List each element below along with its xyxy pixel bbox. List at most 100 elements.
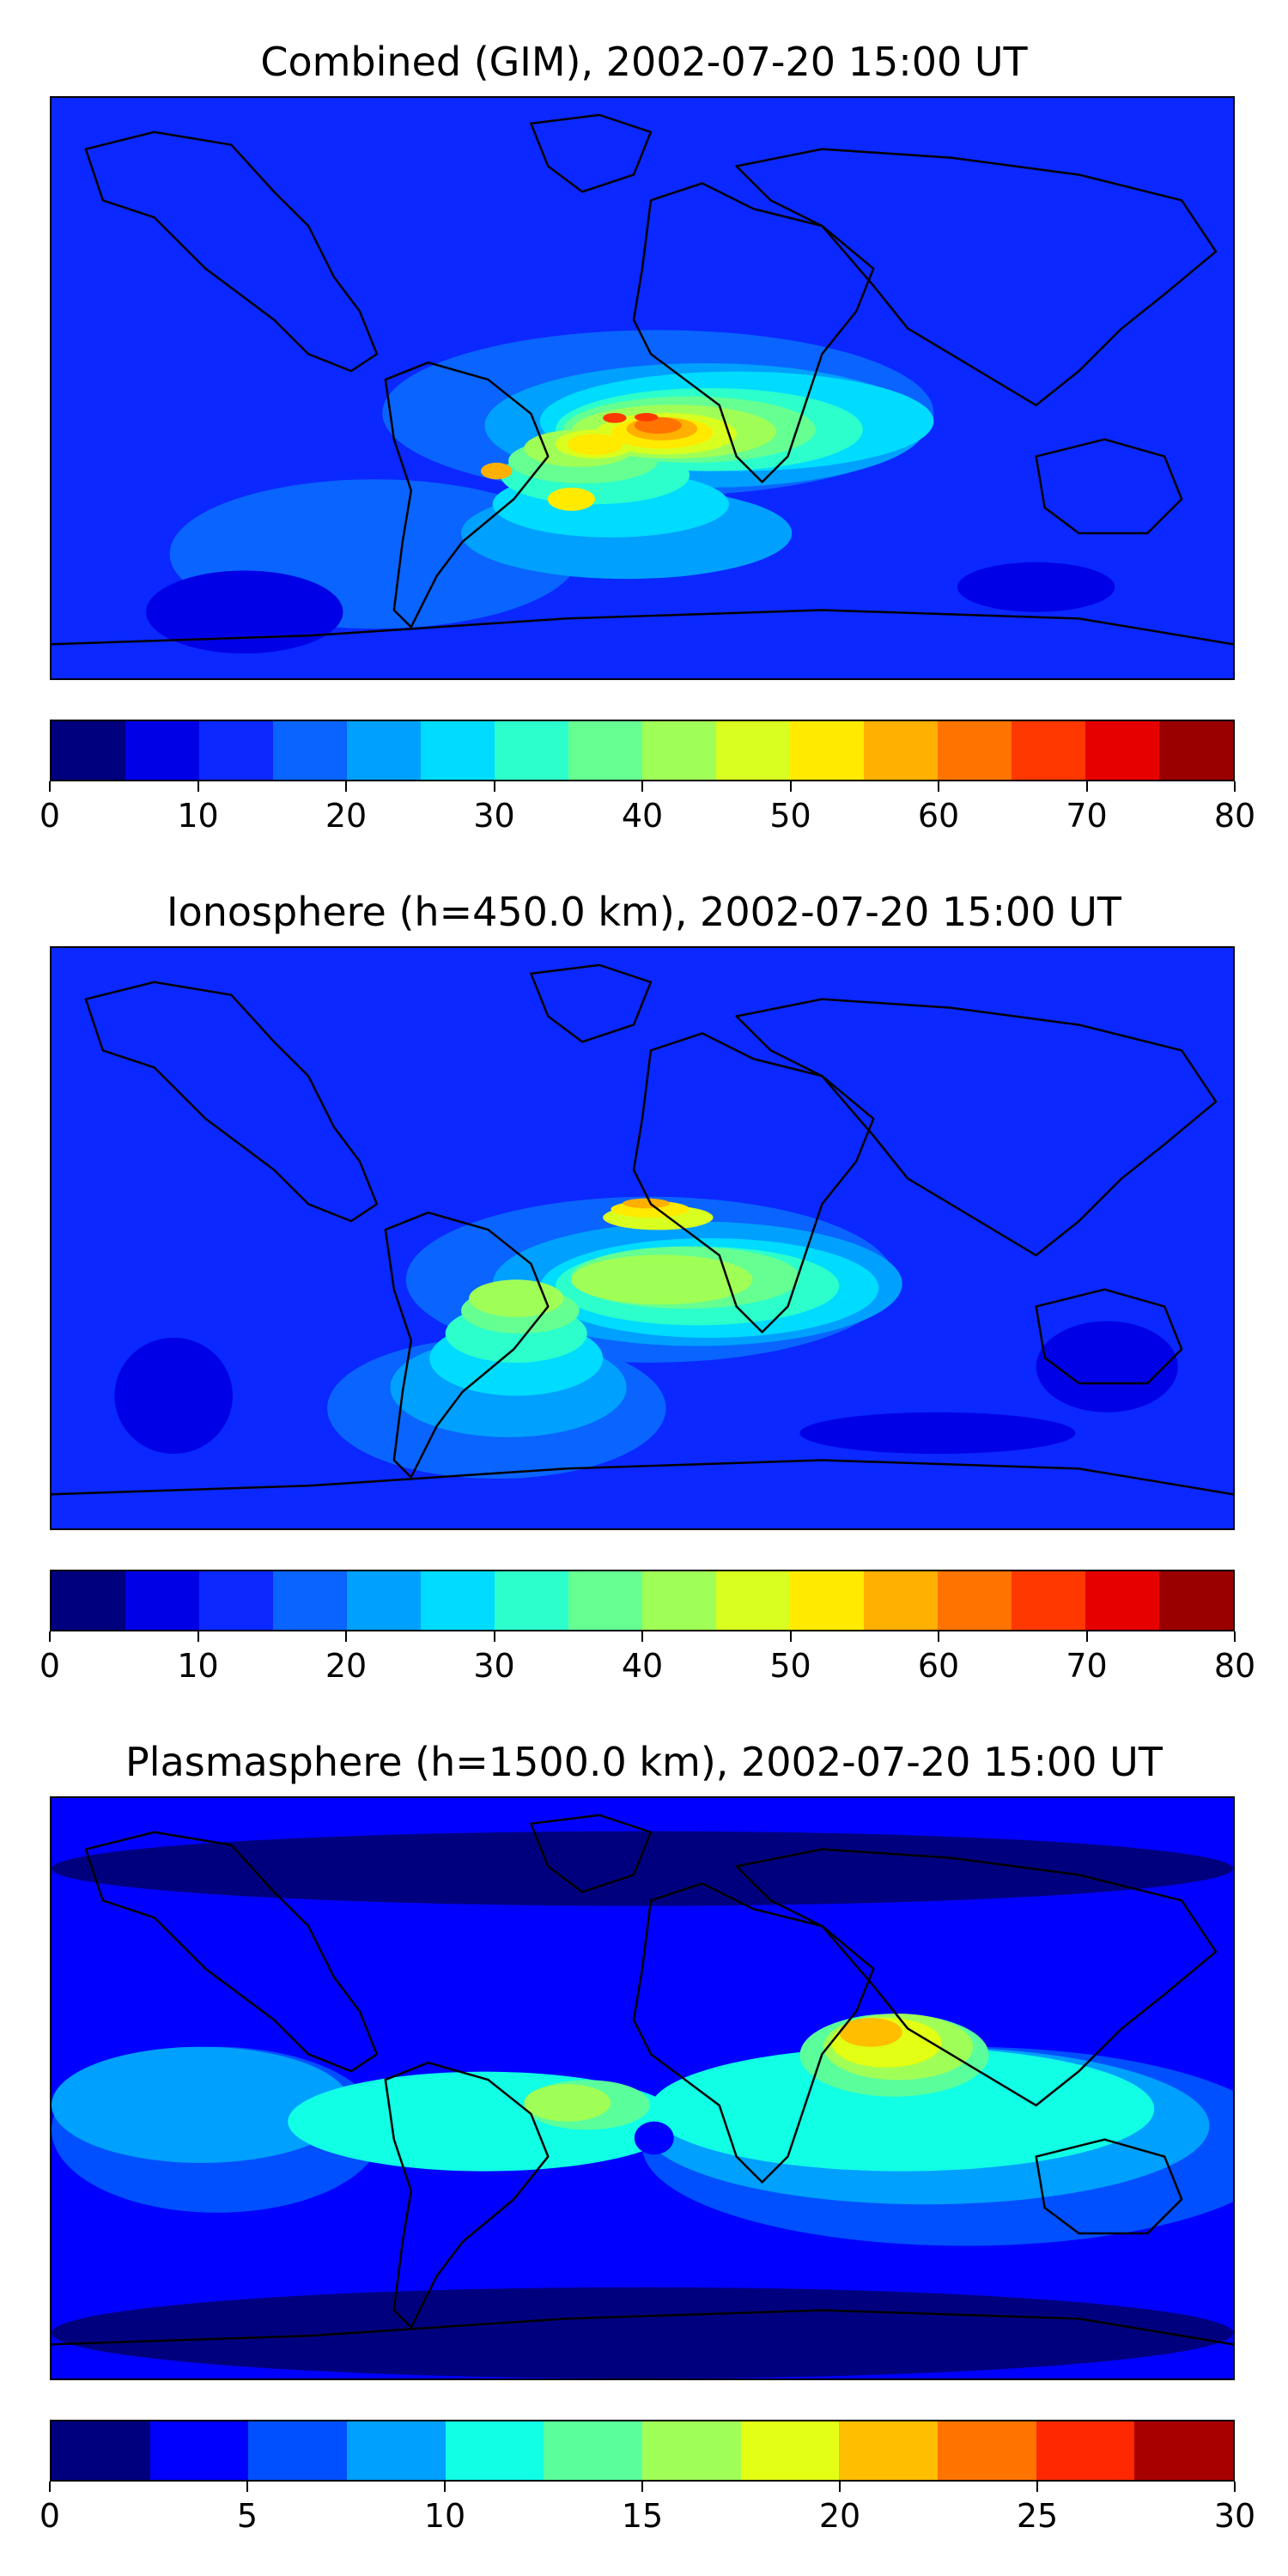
colorbar <box>50 720 1235 781</box>
colorbar-segment <box>347 1571 421 1630</box>
contour-level <box>839 2017 902 2047</box>
colorbar-segment <box>52 1571 125 1630</box>
colorbar-tick <box>197 1631 199 1642</box>
colorbar-tick-label: 5 <box>236 2497 258 2535</box>
colorbar-segment <box>1012 721 1085 780</box>
colorbar-tick-label: 80 <box>1213 1647 1256 1685</box>
colorbar-tick-label: 40 <box>621 797 664 835</box>
tec-map <box>50 96 1235 680</box>
colorbar-tick-label: 0 <box>39 2497 61 2535</box>
colorbar-tick <box>493 781 495 792</box>
colorbar-tick-label: 60 <box>917 1647 960 1685</box>
colorbar-segment <box>938 721 1012 780</box>
tec-map <box>50 946 1235 1530</box>
colorbar-tick <box>789 1631 792 1642</box>
colorbar-tick <box>1036 2482 1038 2492</box>
colorbar-segment <box>544 2421 643 2480</box>
contour-level <box>634 2121 674 2155</box>
colorbar-segment <box>864 1571 938 1630</box>
colorbar-segment <box>1159 721 1233 780</box>
colorbar-segment <box>445 2421 544 2480</box>
coastline <box>84 131 379 373</box>
contour-level <box>114 1337 233 1455</box>
colorbar-segment <box>716 721 790 780</box>
coastline <box>84 981 379 1223</box>
coastline <box>530 1814 653 1893</box>
colorbar-tick-label: 30 <box>473 797 515 835</box>
tec-map <box>50 1796 1235 2380</box>
contour-level <box>52 1831 1233 1906</box>
colorbar-tick-label: 60 <box>917 797 960 835</box>
coastline <box>735 1848 1218 2107</box>
colorbar-tick-label: 20 <box>325 1647 368 1685</box>
colorbar-tick <box>1234 2482 1236 2492</box>
colorbar-tick-label: 50 <box>769 1647 811 1685</box>
colorbar-segment <box>1159 1571 1233 1630</box>
colorbar-segment <box>52 721 125 780</box>
colorbar-tick-label: 80 <box>1213 797 1256 835</box>
colorbar-segment <box>938 1571 1012 1630</box>
colorbar-tick <box>839 2482 841 2492</box>
colorbar-segment <box>52 2421 150 2480</box>
colorbar-tick-label: 10 <box>177 797 219 835</box>
colorbar-segment <box>938 2421 1036 2480</box>
contour-level <box>799 1412 1076 1455</box>
colorbar-segment <box>740 2421 840 2480</box>
colorbar-segment <box>347 2421 446 2480</box>
colorbar-tick-label: 40 <box>621 1647 664 1685</box>
coastline <box>52 1459 1233 1496</box>
colorbar-segment <box>642 2421 741 2480</box>
contour-level <box>571 1255 753 1305</box>
colorbar-segment <box>1085 1571 1159 1630</box>
tec-contour-map <box>52 98 1233 678</box>
coastline <box>384 361 550 629</box>
colorbar-tick <box>1234 1631 1236 1642</box>
coastline <box>52 609 1233 646</box>
colorbar-tick <box>345 1631 347 1642</box>
colorbar-segment <box>495 1571 568 1630</box>
colorbar-tick <box>1085 1631 1088 1642</box>
colorbar-tick <box>641 1631 643 1642</box>
colorbar-segment <box>1012 1571 1085 1630</box>
colorbar-segment <box>248 2421 348 2480</box>
coastline <box>84 1831 379 2073</box>
contour-level <box>650 2046 1155 2172</box>
colorbar-tick-label: 0 <box>39 1647 61 1685</box>
coastline <box>384 1211 550 1479</box>
coastline <box>1035 1288 1183 1385</box>
coastline <box>735 148 1218 407</box>
colorbar-segment <box>839 2421 939 2480</box>
colorbar-tick <box>1234 781 1236 792</box>
colorbar-segment <box>568 721 642 780</box>
colorbar-tick <box>345 781 347 792</box>
contour-level <box>469 1279 564 1317</box>
colorbar-tick <box>49 2482 51 2492</box>
colorbar-segment <box>642 721 716 780</box>
colorbar-tick-label: 20 <box>325 797 368 835</box>
contour-level <box>524 2084 611 2122</box>
contour-level <box>957 562 1115 612</box>
colorbar-tick <box>49 1631 51 1642</box>
contour-level <box>623 1198 671 1209</box>
contour-level <box>52 2287 1233 2379</box>
colorbar-tick-label: 25 <box>1016 2497 1059 2535</box>
contour-level <box>52 2046 351 2163</box>
colorbar-segment <box>790 721 864 780</box>
colorbar-tick <box>197 781 199 792</box>
colorbar-segment <box>125 1571 199 1630</box>
coastline <box>530 963 653 1043</box>
coastline <box>632 1032 875 1334</box>
coastline <box>384 2061 550 2329</box>
colorbar-segment <box>125 721 199 780</box>
colorbar <box>50 2420 1235 2482</box>
colorbar-tick-label: 70 <box>1066 797 1108 835</box>
panel-title: Plasmasphere (h=1500.0 km), 2002-07-20 1… <box>125 1739 1163 1785</box>
coastline <box>530 113 653 193</box>
colorbar-segment <box>790 1571 864 1630</box>
colorbar-segment <box>199 721 273 780</box>
colorbar-tick <box>641 781 643 792</box>
colorbar-segment <box>1134 2421 1234 2480</box>
contour-level <box>1036 1321 1178 1413</box>
coastline <box>632 182 875 483</box>
colorbar-ticks: 0 5 10 15 20 25 30 <box>39 2482 1255 2535</box>
